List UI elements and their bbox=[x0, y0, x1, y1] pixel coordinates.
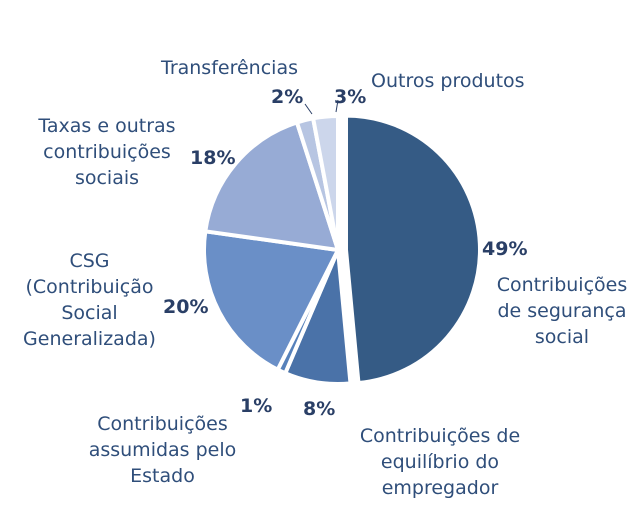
slice-label-contribuicoes-assumidas-estado: Contribuições assumidas pelo Estado bbox=[88, 413, 237, 487]
slice-percent-csg: 20% bbox=[163, 296, 209, 318]
leader-line-transferencias bbox=[304, 103, 313, 115]
slice-label-taxas-outras-contribuicoes: Taxas e outras contribuições sociais bbox=[38, 115, 176, 189]
slice-label-csg: CSG (Contribuição Social Generalizada) bbox=[23, 250, 156, 350]
slice-percent-contribuicoes-seguranca-social: 49% bbox=[482, 238, 528, 260]
slice-percent-taxas-outras-contribuicoes: 18% bbox=[190, 147, 236, 169]
slice-label-outros-produtos: Outros produtos bbox=[371, 70, 525, 92]
pie-slice-csg bbox=[202, 229, 340, 372]
slice-percent-contribuicoes-equilibrio-empregador: 8% bbox=[303, 398, 336, 420]
slice-label-contribuicoes-seguranca-social: Contribuições de segurança social bbox=[496, 274, 628, 348]
slice-label-transferencias: Transferências bbox=[161, 57, 298, 79]
pie-slice-taxas-outras bbox=[203, 120, 340, 252]
slice-percent-transferencias: 2% bbox=[271, 86, 304, 108]
leader-line-outros-produtos bbox=[335, 99, 339, 113]
slice-percent-contribuicoes-assumidas-estado: 1% bbox=[240, 395, 273, 417]
slice-percent-outros-produtos: 3% bbox=[334, 86, 367, 108]
slice-label-contribuicoes-equilibrio-empregador: Contribuições de equilíbrio do empregado… bbox=[359, 425, 521, 499]
pie-slice-outros-produtos bbox=[311, 114, 340, 252]
pie-slice-seguranca-social bbox=[343, 113, 482, 386]
